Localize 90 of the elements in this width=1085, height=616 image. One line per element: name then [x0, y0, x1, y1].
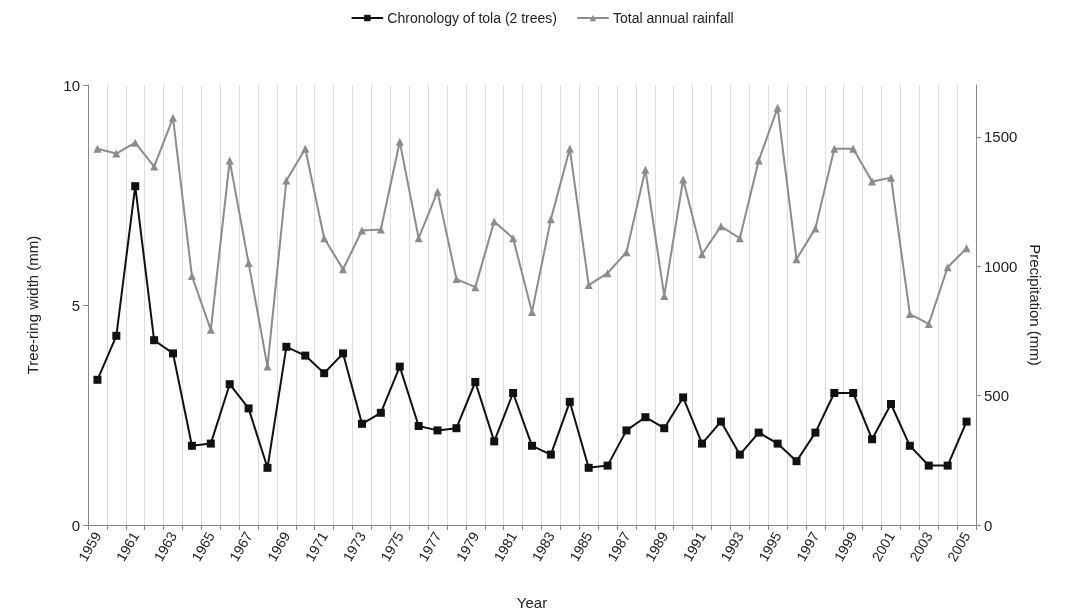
- y2-axis-title: Precipitation (mm): [1027, 244, 1045, 366]
- point: [565, 144, 574, 153]
- point: [187, 272, 196, 281]
- point: [924, 319, 933, 328]
- point: [169, 113, 178, 122]
- point: [301, 351, 310, 360]
- point: [584, 463, 593, 472]
- point: [376, 408, 385, 417]
- point: [962, 244, 971, 253]
- point: [830, 389, 839, 397]
- point: [773, 439, 782, 448]
- point: [528, 441, 536, 450]
- point: [339, 265, 348, 274]
- y-tick-label: 5: [71, 296, 80, 314]
- y2-tick-label: 500: [984, 387, 1010, 405]
- point: [849, 389, 858, 397]
- point: [187, 441, 196, 450]
- point: [357, 419, 366, 428]
- point: [433, 187, 442, 196]
- point: [603, 461, 612, 470]
- point: [886, 173, 895, 182]
- point: [792, 457, 801, 466]
- point: [886, 400, 895, 408]
- point: [622, 426, 631, 435]
- point: [395, 362, 404, 371]
- point: [716, 417, 725, 426]
- point: [905, 441, 914, 450]
- point: [150, 336, 159, 345]
- point: [565, 397, 574, 406]
- point: [301, 144, 310, 153]
- point: [169, 349, 178, 358]
- point: [735, 450, 744, 459]
- point: [830, 144, 839, 153]
- point: [395, 137, 404, 146]
- point: [962, 417, 971, 426]
- point: [868, 435, 877, 444]
- point: [131, 138, 140, 147]
- point: [244, 259, 253, 268]
- point: [754, 156, 763, 165]
- legend-label: Total annual rainfall: [613, 10, 734, 26]
- point: [282, 342, 291, 351]
- point: [112, 331, 121, 340]
- point: [622, 248, 631, 257]
- point: [452, 275, 461, 284]
- point: [225, 380, 234, 389]
- point: [509, 234, 518, 243]
- point: [868, 177, 877, 186]
- point: [282, 176, 291, 185]
- point: [244, 404, 253, 413]
- point: [716, 222, 725, 231]
- y-tick-label: 10: [63, 76, 80, 94]
- y2-tick-label: 1500: [984, 128, 1018, 146]
- point: [112, 149, 121, 158]
- point: [225, 156, 234, 165]
- point: [131, 182, 140, 191]
- point: [905, 310, 914, 319]
- point: [452, 424, 461, 433]
- point: [641, 413, 650, 422]
- y-tick-label: 0: [71, 516, 80, 534]
- point: [433, 426, 442, 435]
- point: [679, 393, 688, 402]
- point: [546, 450, 555, 459]
- point: [490, 437, 499, 446]
- x-axis-title: Year: [516, 594, 548, 611]
- point: [414, 422, 423, 430]
- point: [150, 162, 159, 171]
- point: [811, 428, 820, 437]
- point: [206, 439, 215, 448]
- y-axis-title: Tree-ring width (mm): [24, 235, 41, 375]
- point: [263, 463, 272, 472]
- point: [93, 375, 102, 384]
- point: [924, 461, 933, 470]
- point: [509, 389, 518, 397]
- point: [641, 165, 650, 174]
- point: [943, 461, 952, 470]
- point: [584, 281, 593, 290]
- point: [698, 250, 707, 259]
- point: [93, 144, 102, 153]
- point: [320, 369, 329, 378]
- y2-tick-label: 0: [984, 516, 993, 534]
- point: [603, 269, 612, 278]
- point: [773, 103, 782, 112]
- point: [698, 439, 707, 448]
- point: [660, 424, 669, 433]
- legend-label: Chronology of tola (2 trees): [387, 10, 557, 26]
- point: [339, 349, 348, 358]
- y2-tick-label: 1000: [984, 257, 1018, 275]
- point: [754, 428, 763, 437]
- point: [849, 144, 858, 153]
- point: [471, 378, 480, 386]
